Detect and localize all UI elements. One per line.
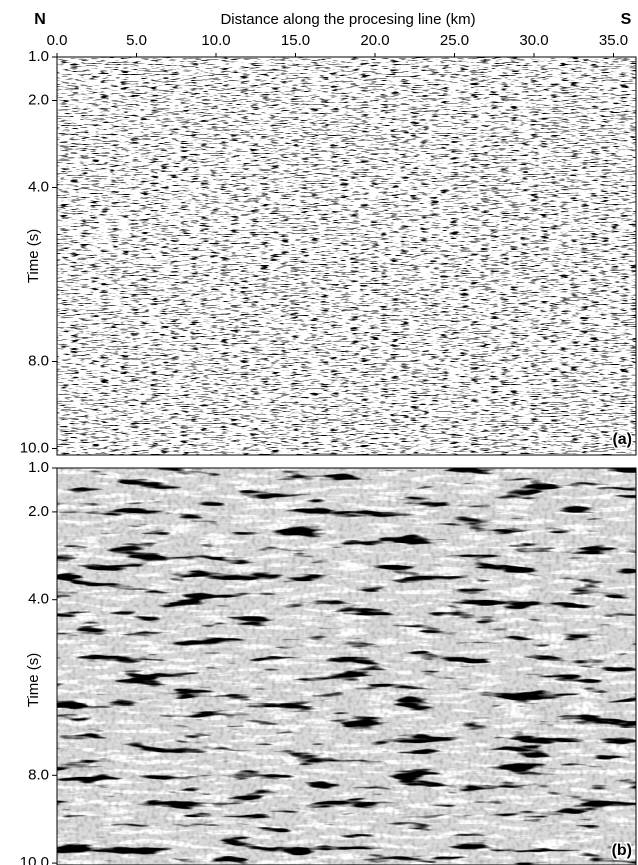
y-tick-label: 8.0 bbox=[28, 766, 49, 783]
x-tick-label: 15.0 bbox=[281, 32, 310, 49]
y-axis-label: Time (s) bbox=[25, 229, 42, 283]
x-tick-label: 25.0 bbox=[440, 32, 469, 49]
north-label: N bbox=[34, 11, 46, 28]
y-tick-label: 1.0 bbox=[28, 48, 49, 65]
panel-a bbox=[56, 56, 637, 456]
y-tick-label: 10.0 bbox=[20, 439, 49, 456]
panel-b bbox=[56, 467, 637, 865]
south-label: S bbox=[621, 11, 632, 28]
y-tick-label: 1.0 bbox=[28, 459, 49, 476]
x-tick-label: 0.0 bbox=[47, 32, 68, 49]
x-tick-label: 35.0 bbox=[599, 32, 628, 49]
seismic-texture bbox=[57, 57, 636, 455]
y-tick-label: 8.0 bbox=[28, 352, 49, 369]
panel-label: (b) bbox=[612, 842, 632, 859]
panel-label: (a) bbox=[612, 431, 632, 448]
y-tick-label: 4.0 bbox=[28, 591, 49, 608]
frame bbox=[56, 56, 637, 456]
y-tick-label: 2.0 bbox=[28, 503, 49, 520]
x-tick-label: 20.0 bbox=[360, 32, 389, 49]
seismic-reflectors bbox=[57, 468, 636, 865]
y-tick-label: 4.0 bbox=[28, 178, 49, 195]
x-tick-label: 30.0 bbox=[519, 32, 548, 49]
x-tick-label: 10.0 bbox=[201, 32, 230, 49]
y-axis-label: Time (s) bbox=[25, 653, 42, 707]
x-tick-label: 5.0 bbox=[126, 32, 147, 49]
x-axis-label: Distance along the procesing line (km) bbox=[220, 11, 475, 28]
frame bbox=[56, 467, 637, 865]
y-tick-label: 10.0 bbox=[20, 854, 49, 865]
y-tick-label: 2.0 bbox=[28, 91, 49, 108]
